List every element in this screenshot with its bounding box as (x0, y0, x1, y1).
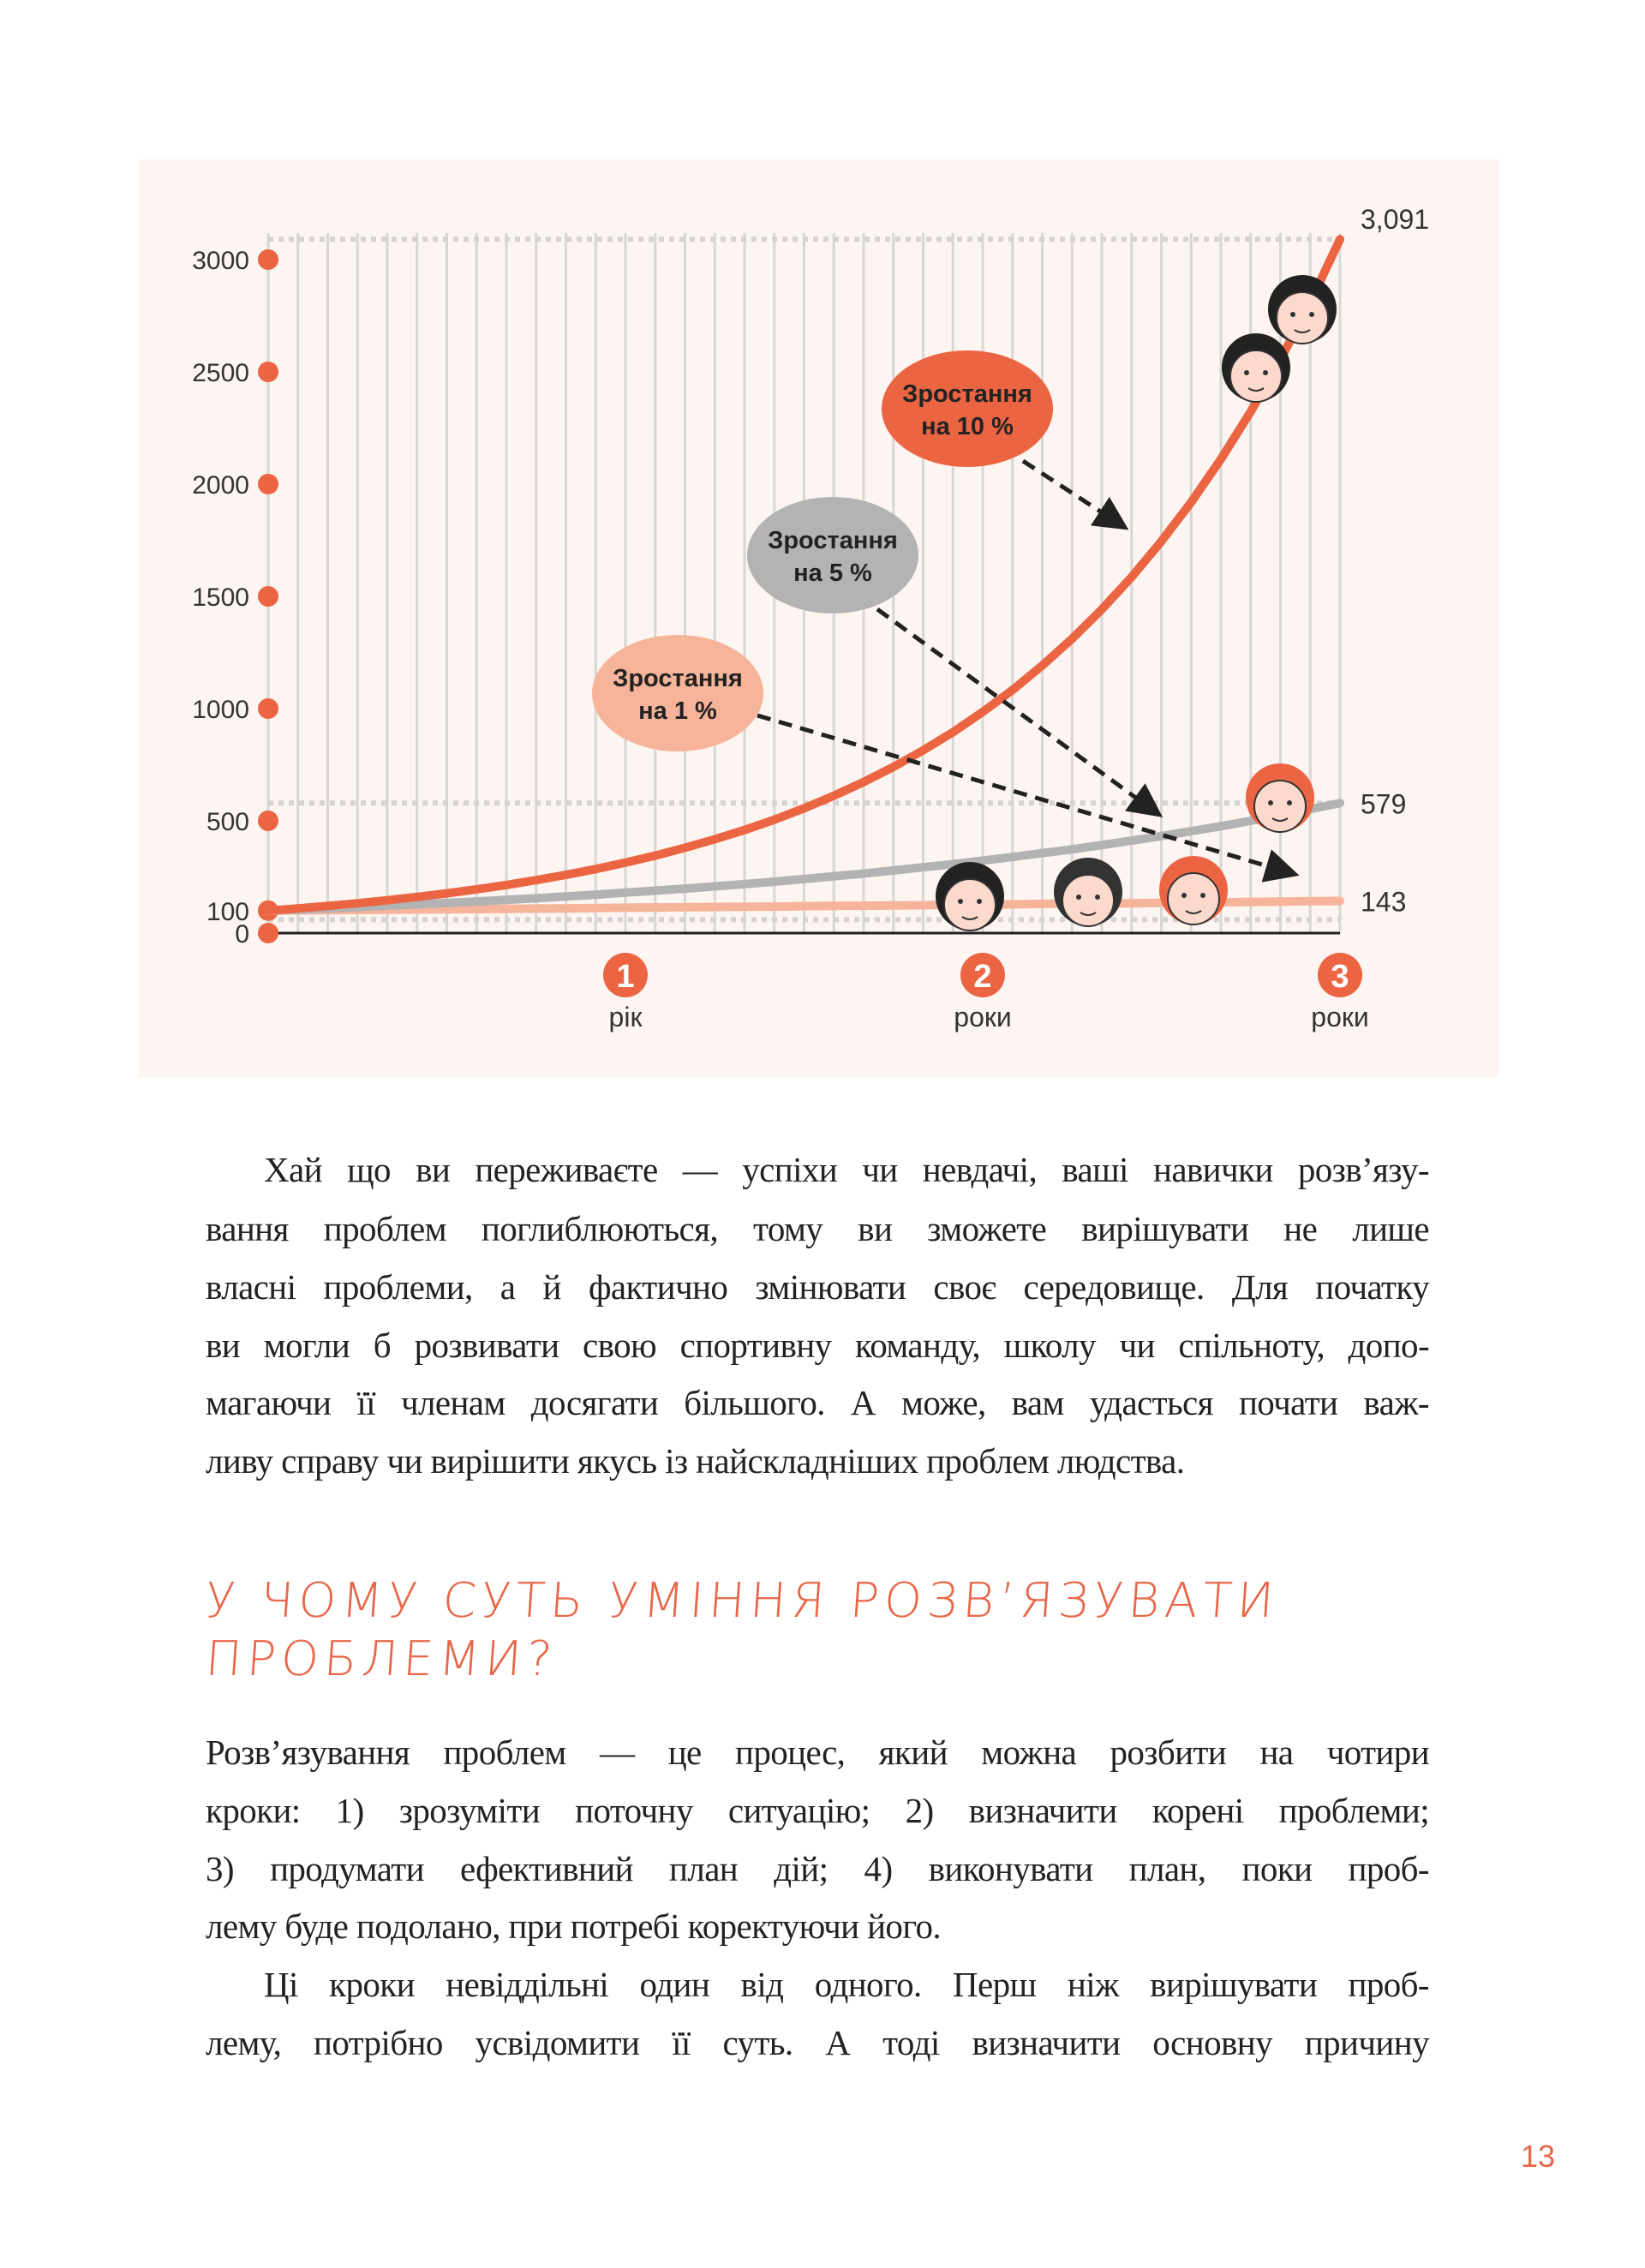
face (1167, 872, 1220, 925)
paragraph-line: власні проблеми, а й фактично змінювати … (206, 1267, 1430, 1307)
mouth (961, 916, 978, 920)
section-heading: ПРОБЛЕМИ? (203, 1631, 559, 1687)
y-tick-dot (258, 811, 278, 831)
mouth (1271, 817, 1289, 822)
eye (1309, 312, 1314, 317)
face-illustration (1246, 763, 1314, 833)
series-bubble (592, 635, 763, 751)
eye (1244, 370, 1249, 375)
x-marker-label: роки (954, 1002, 1011, 1032)
y-tick-label: 100 (206, 898, 249, 926)
eye (1095, 895, 1100, 900)
y-tick-dot (258, 698, 278, 719)
bubble-label-line2: на 5 % (793, 560, 872, 587)
series-end-label: 3,091 (1361, 204, 1429, 235)
eye (977, 899, 982, 904)
x-marker-circle (960, 953, 1005, 997)
face-illustration (936, 862, 1004, 931)
paragraph-line: ви могли б розвивати свою спортивну кома… (206, 1325, 1430, 1365)
eye (1287, 800, 1292, 805)
y-tick-dot (258, 474, 278, 494)
series-end-label: 579 (1361, 788, 1406, 819)
bubble-label-line1: Зростання (768, 527, 898, 554)
face (943, 878, 996, 931)
callout-arrow (876, 607, 1163, 817)
face (1229, 350, 1283, 403)
y-tick-label: 2000 (192, 471, 249, 500)
face-illustration (1268, 275, 1337, 344)
series-line (264, 235, 1344, 915)
x-marker-circle (1318, 953, 1362, 997)
y-tick-dot (258, 362, 278, 382)
paragraph-line: 3) продумати ефективний план дій; 4) вик… (206, 1849, 1430, 1888)
series-line (264, 799, 1344, 915)
y-tick-label: 1000 (192, 696, 249, 724)
y-tick-label: 3000 (192, 247, 249, 275)
x-marker-label: роки (1311, 1002, 1368, 1032)
mouth (1080, 912, 1097, 916)
y-tick-dot (258, 923, 278, 943)
paragraph-line: кроки: 1) зрозуміти поточну ситуацію; 2)… (206, 1791, 1430, 1830)
y-tick-dot (258, 586, 278, 607)
series-bubble (747, 497, 918, 613)
x-marker-number: 2 (973, 959, 991, 995)
mouth (1294, 329, 1311, 333)
bubble-label-line2: на 1 % (638, 697, 717, 725)
paragraph-line: лему буде подолано, при потребі коректую… (206, 1906, 942, 1946)
eye (1290, 312, 1295, 317)
y-tick-label: 2500 (192, 359, 249, 387)
page-number: 13 (1521, 2139, 1556, 2174)
paragraph-line: вання проблем поглиблюються, тому ви змо… (206, 1209, 1430, 1248)
bubble-label-line1: Зростання (613, 665, 743, 692)
series-end-label: 143 (1361, 887, 1406, 918)
face-illustration (1222, 333, 1290, 403)
eye (1076, 895, 1081, 900)
mouth (1247, 387, 1265, 392)
section-heading: У ЧОМУ СУТЬ УМІННЯ РОЗВ’ЯЗУВАТИ (203, 1573, 1281, 1629)
x-marker-number: 3 (1331, 959, 1349, 995)
bubble-label-line1: Зростання (902, 380, 1032, 408)
paragraph-line: лему, потрібно усвідомити її суть. А тод… (206, 2023, 1430, 2062)
x-marker-circle (603, 953, 648, 997)
paragraph-line: ливу справу чи вирішити якусь із найскла… (206, 1441, 1185, 1481)
paragraph-line: Розв’язування проблем — це процес, який … (206, 1732, 1430, 1772)
y-tick-label: 500 (206, 808, 249, 836)
y-tick-dot (258, 249, 278, 270)
paragraph-line: магаючи її членам досягати більшого. А м… (206, 1383, 1430, 1422)
face (1276, 291, 1329, 344)
face (1062, 874, 1115, 927)
series-line (264, 896, 1344, 915)
eye (1200, 893, 1205, 898)
bubble-label-line2: на 10 % (921, 413, 1014, 440)
x-marker-number: 1 (616, 959, 634, 995)
face-illustration (1159, 856, 1228, 925)
eye (1181, 893, 1187, 898)
mouth (1185, 910, 1202, 914)
x-marker-label: рік (609, 1002, 643, 1032)
eye (1263, 370, 1268, 375)
callout-arrow (1021, 458, 1129, 530)
callout-arrow (757, 713, 1300, 883)
face (1253, 780, 1307, 833)
y-tick-label: 1500 (192, 583, 249, 612)
eye (958, 899, 963, 904)
face-illustration (1054, 858, 1122, 927)
paragraph-line: Ці кроки невіддільні один від одного. Пе… (264, 1965, 1430, 2004)
eye (1268, 800, 1273, 805)
growth-chart: 3000 2500 2000 1500 1000 500 1000 143 579 3,091 1 р… (192, 204, 1429, 1032)
paragraph-line: Хай що ви переживаєте — успіхи чи невдач… (264, 1150, 1430, 1189)
series-bubble (882, 350, 1053, 467)
y-tick-label: 0 (235, 920, 249, 948)
